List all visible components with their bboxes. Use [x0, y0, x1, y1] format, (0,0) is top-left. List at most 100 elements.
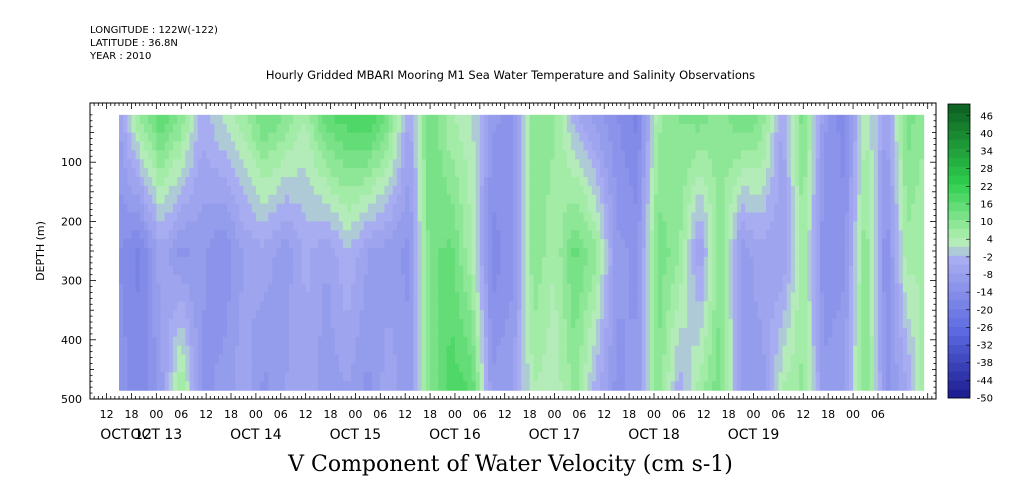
- heatmap-cell: [201, 230, 207, 240]
- heatmap-cell: [753, 123, 759, 134]
- heatmap-cell: [504, 177, 510, 187]
- heatmap-cell: [641, 230, 647, 240]
- heatmap-cell: [139, 372, 145, 382]
- heatmap-cell: [736, 114, 742, 125]
- heatmap-cell: [197, 301, 203, 311]
- heatmap-cell: [322, 327, 327, 338]
- heatmap-cell: [579, 185, 585, 196]
- heatmap-cell: [600, 141, 605, 151]
- heatmap-cell: [707, 159, 713, 169]
- heatmap-cell: [222, 203, 228, 214]
- heatmap-cell: [629, 221, 634, 231]
- heatmap-cell: [177, 372, 182, 382]
- heatmap-cell: [703, 319, 709, 329]
- heatmap-cell: [226, 203, 232, 214]
- heatmap-cell: [463, 310, 468, 320]
- heatmap-cell: [363, 372, 369, 382]
- heatmap-cell: [533, 141, 539, 151]
- heatmap-cell: [542, 372, 547, 382]
- heatmap-cell: [330, 301, 336, 311]
- heatmap-cell: [604, 141, 609, 151]
- heatmap-cell: [645, 274, 651, 285]
- heatmap-cell: [226, 141, 232, 151]
- heatmap-cell: [683, 372, 688, 382]
- heatmap-cell: [612, 230, 618, 240]
- heatmap-cell: [164, 363, 170, 373]
- heatmap-cell: [156, 114, 162, 125]
- heatmap-cell: [529, 256, 535, 267]
- heatmap-cell: [139, 301, 145, 311]
- heatmap-cell: [649, 123, 655, 134]
- heatmap-cell: [243, 319, 249, 329]
- heatmap-cell: [732, 194, 738, 205]
- heatmap-cell: [728, 381, 734, 391]
- heatmap-cell: [712, 327, 717, 338]
- heatmap-cell: [210, 132, 216, 143]
- heatmap-cell: [782, 319, 788, 329]
- heatmap-cell: [268, 363, 274, 373]
- heatmap-cell: [276, 150, 282, 160]
- heatmap-cell: [666, 150, 672, 160]
- heatmap-cell: [483, 150, 489, 160]
- heatmap-cell: [143, 123, 149, 134]
- heatmap-cell: [226, 221, 232, 231]
- heatmap-cell: [691, 114, 697, 125]
- heatmap-cell: [189, 310, 195, 320]
- heatmap-cell: [736, 345, 742, 356]
- heatmap-cell: [703, 114, 709, 125]
- heatmap-cell: [641, 212, 647, 222]
- heatmap-cell: [210, 239, 216, 249]
- heatmap-cell: [521, 230, 527, 240]
- heatmap-cell: [446, 327, 452, 338]
- heatmap-cell: [583, 203, 589, 214]
- heatmap-cell: [351, 292, 357, 302]
- heatmap-cell: [678, 221, 684, 231]
- heatmap-cell: [289, 319, 294, 329]
- heatmap-cell: [301, 319, 307, 329]
- heatmap-cell: [210, 336, 216, 347]
- heatmap-cell: [214, 327, 220, 338]
- heatmap-cell: [201, 354, 207, 365]
- heatmap-cell: [119, 132, 124, 143]
- heatmap-cell: [417, 274, 423, 285]
- heatmap-cell: [579, 292, 585, 302]
- heatmap-cell: [260, 123, 265, 134]
- heatmap-cell: [123, 256, 128, 267]
- heatmap-cell: [500, 168, 506, 178]
- heatmap-cell: [380, 274, 386, 285]
- heatmap-cell: [334, 274, 340, 285]
- heatmap-cell: [318, 274, 323, 285]
- heatmap-cell: [218, 194, 224, 205]
- heatmap-cell: [749, 372, 755, 382]
- heatmap-cell: [513, 159, 518, 169]
- heatmap-cell: [471, 203, 477, 214]
- heatmap-cell: [707, 123, 713, 134]
- heatmap-cell: [131, 150, 137, 160]
- heatmap-cell: [351, 123, 357, 134]
- heatmap-cell: [616, 274, 622, 285]
- heatmap-cell: [201, 345, 207, 356]
- heatmap-cell: [305, 372, 311, 382]
- heatmap-cell: [235, 203, 240, 214]
- heatmap-cell: [247, 194, 253, 205]
- heatmap-cell: [620, 381, 626, 391]
- heatmap-cell: [376, 292, 381, 302]
- heatmap-cell: [595, 274, 601, 285]
- heatmap-cell: [330, 141, 336, 151]
- heatmap-cell: [235, 168, 240, 178]
- heatmap-cell: [500, 221, 506, 231]
- heatmap-cell: [388, 132, 394, 143]
- heatmap-cell: [616, 123, 622, 134]
- heatmap-cell: [637, 150, 643, 160]
- heatmap-cell: [359, 150, 365, 160]
- heatmap-cell: [483, 177, 489, 187]
- heatmap-cell: [189, 265, 195, 276]
- heatmap-cell: [691, 256, 697, 267]
- heatmap-cell: [160, 239, 166, 249]
- heatmap-cell: [517, 274, 522, 285]
- heatmap-cell: [492, 177, 498, 187]
- heatmap-cell: [231, 354, 236, 365]
- heatmap-cell: [707, 327, 713, 338]
- heatmap-cell: [384, 310, 390, 320]
- heatmap-cell: [355, 114, 361, 125]
